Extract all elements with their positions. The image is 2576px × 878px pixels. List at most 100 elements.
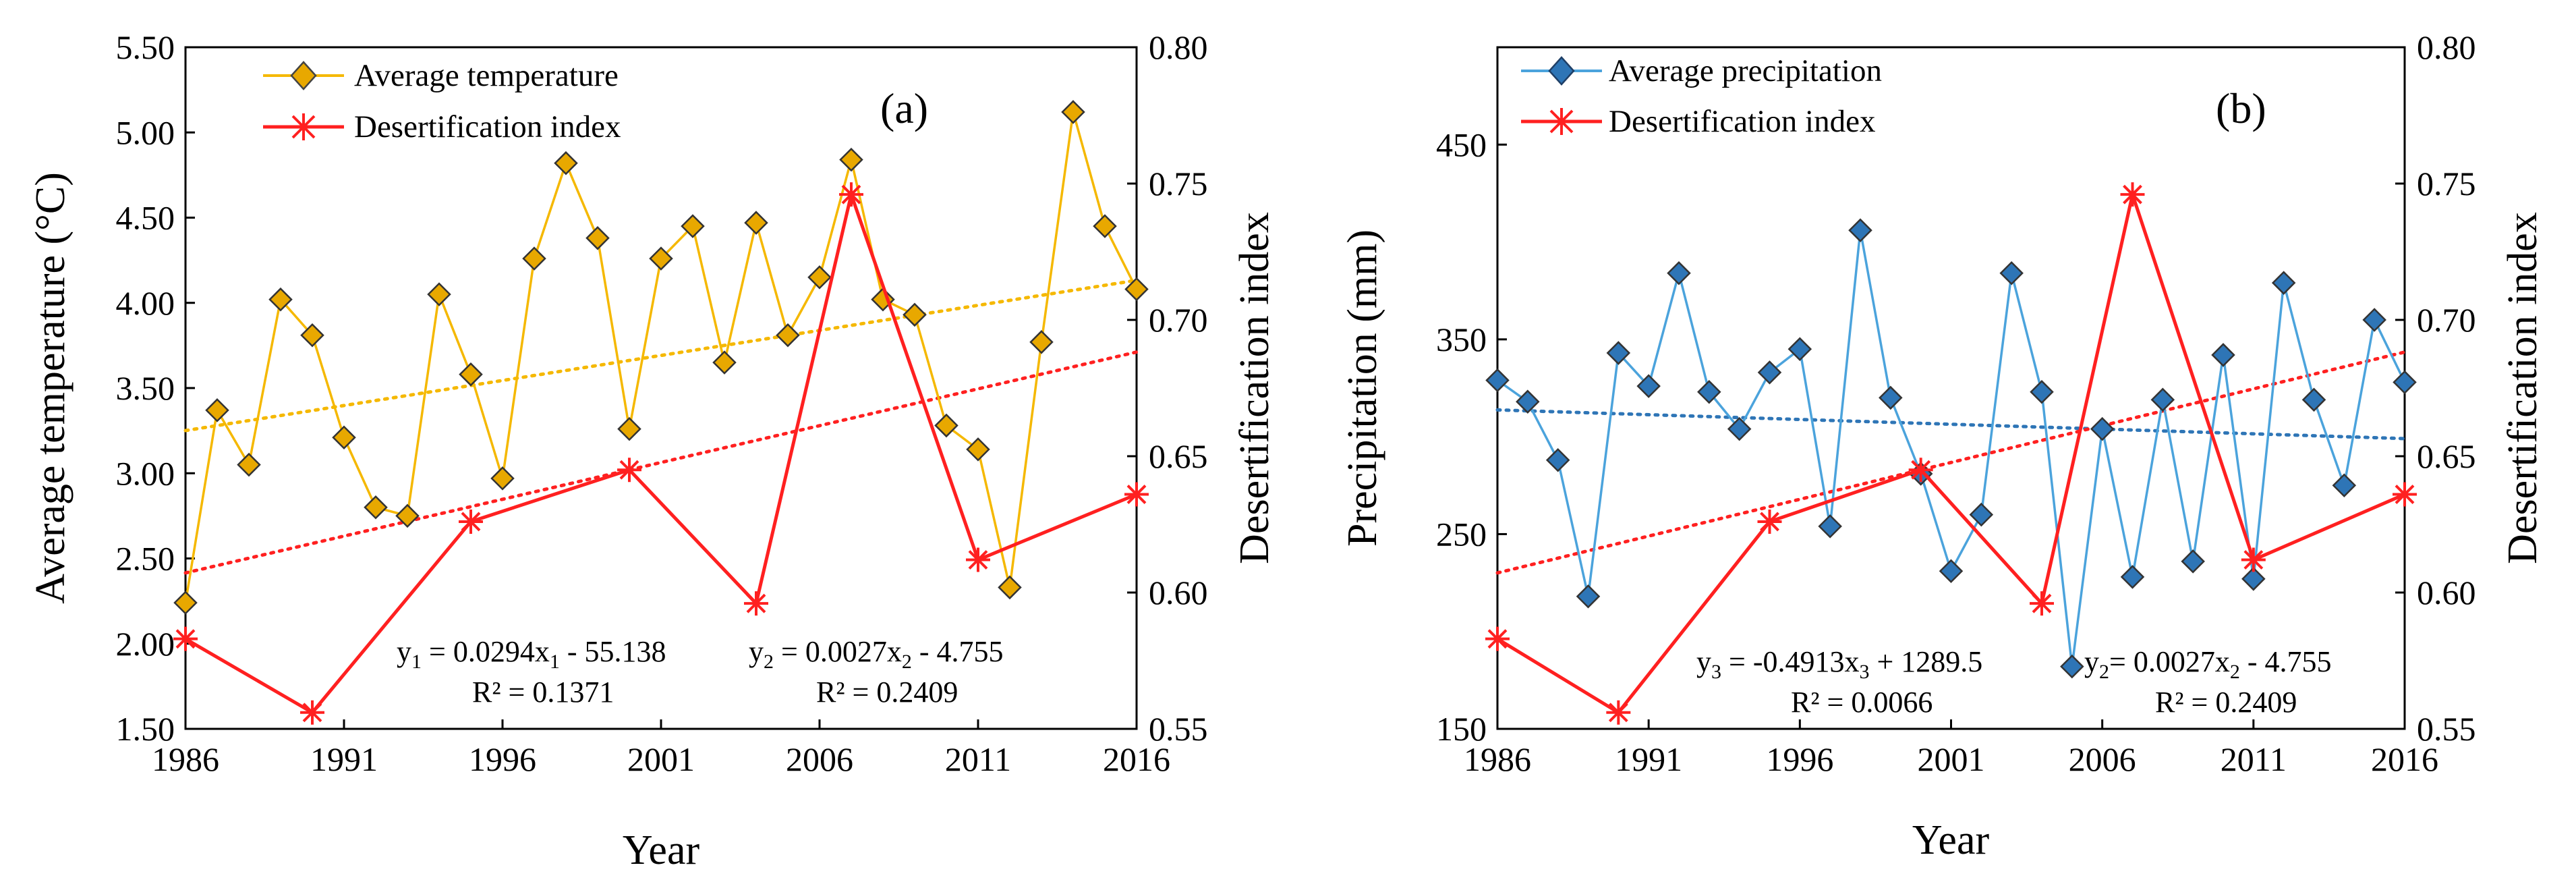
plot-frame-b — [1496, 46, 2406, 730]
x-tick-label: 1996 — [1766, 740, 1833, 778]
data-point — [839, 147, 863, 172]
series-line-1 — [184, 111, 1138, 603]
data-point — [173, 626, 198, 651]
legend-label-desertification-b: Desertification index — [1609, 104, 1875, 139]
data-point — [332, 425, 356, 449]
y2-axis-ticks-b: 0.55 0.60 0.65 0.70 0.75 0.80 — [2395, 28, 2476, 748]
data-point — [1606, 700, 1631, 725]
data-point — [1576, 584, 1601, 609]
data-point — [1606, 341, 1631, 365]
y2-tick-label: 0.55 — [2417, 710, 2476, 748]
data-point — [1969, 502, 1994, 527]
series-layer-b — [1485, 182, 2417, 725]
y2-tick-label: 0.55 — [1149, 710, 1208, 748]
data-point — [1818, 514, 1842, 539]
y-tick-label: 2.00 — [116, 625, 175, 663]
data-point — [681, 214, 705, 238]
x-tick-label: 2001 — [1918, 740, 1985, 778]
data-point — [649, 246, 673, 271]
data-point — [2030, 380, 2054, 404]
data-point — [617, 458, 641, 483]
trendlines-a — [183, 278, 1139, 575]
data-point — [998, 575, 1022, 600]
data-point — [300, 323, 324, 348]
y-axis-ticks-b: 150 250 350 450 — [1436, 126, 1507, 748]
data-point — [1697, 380, 1721, 404]
r-squared-1-a: R² = 0.1371 — [472, 676, 614, 709]
data-point — [966, 547, 990, 572]
trendline-1 — [183, 278, 1139, 433]
x-tick-label: 1986 — [1464, 740, 1531, 778]
y2-tick-label: 0.65 — [2417, 437, 2476, 475]
series-line-2 — [1496, 192, 2405, 715]
data-point — [300, 700, 324, 725]
data-point — [427, 282, 451, 306]
data-point — [712, 350, 737, 375]
data-point — [1093, 214, 1117, 238]
x-tick-label: 1991 — [1615, 740, 1682, 778]
trendline-2 — [1495, 350, 2407, 575]
y-tick-label: 3.00 — [116, 454, 175, 492]
series-layer-a — [173, 100, 1149, 725]
data-point — [2120, 182, 2145, 207]
x-tick-label: 1991 — [310, 740, 378, 778]
y2-tick-label: 0.80 — [2417, 28, 2476, 66]
chart-panel-a: 1986 1991 1996 2001 2006 2011 2016 1.50 2.00 2.5… — [28, 28, 1278, 873]
data-point — [2393, 370, 2417, 395]
y-tick-label: 250 — [1436, 515, 1487, 553]
y-axis-title-b: Precipitation (mm) — [1340, 229, 1385, 547]
legend-label-precipitation: Average precipitation — [1609, 53, 1882, 88]
r-squared-1-b: R² = 0.0066 — [1791, 686, 1933, 719]
data-point — [1516, 389, 1540, 414]
data-point — [1848, 218, 1872, 243]
x-tick-label: 2006 — [786, 740, 853, 778]
data-point — [1636, 374, 1661, 398]
series-line-2 — [184, 192, 1137, 715]
x-tick-label: 2016 — [2371, 740, 2438, 778]
y-tick-label: 4.00 — [116, 284, 175, 322]
y-tick-label: 5.00 — [116, 113, 175, 151]
x-tick-label: 2016 — [1103, 740, 1170, 778]
data-point — [807, 265, 832, 290]
equation-1-a: y1 = 0.0294x1 - 55.138 — [397, 635, 666, 673]
x-tick-label: 2011 — [945, 740, 1011, 778]
equation-annotations-b: y3 = -0.4913x3 + 1289.5 R² = 0.0066 y2= … — [1696, 645, 2331, 719]
equation-1-b: y3 = -0.4913x3 + 1289.5 — [1696, 645, 1982, 683]
panel-label-a: (a) — [880, 84, 928, 132]
legend-diamond-icon — [290, 61, 317, 90]
y2-tick-label: 0.60 — [2417, 574, 2476, 611]
series-line-1 — [1496, 229, 2406, 668]
data-point — [1999, 260, 2024, 285]
data-point — [839, 182, 863, 207]
data-point — [522, 246, 546, 271]
data-point — [2362, 308, 2386, 332]
y-axis-ticks-a: 1.50 2.00 2.50 3.00 3.50 4.00 4.50 5.00 5.50 — [116, 28, 195, 748]
x-tick-label: 2001 — [627, 740, 695, 778]
legend-a: Average temperature Desertification inde… — [263, 58, 621, 144]
y-tick-label: 5.50 — [116, 28, 175, 66]
trendline-1 — [1495, 408, 2407, 441]
y2-tick-label: 0.75 — [1149, 165, 1208, 202]
data-point — [2181, 549, 2205, 574]
data-point — [2393, 482, 2417, 507]
legend-asterisk-icon — [290, 113, 317, 140]
y-tick-label: 150 — [1436, 710, 1487, 748]
data-point — [1029, 330, 1054, 354]
data-point — [1124, 277, 1149, 302]
data-point — [1485, 626, 1510, 651]
y2-tick-label: 0.70 — [2417, 301, 2476, 339]
data-point — [1124, 482, 1149, 507]
y2-axis-title-b: Desertification index — [2500, 212, 2546, 564]
data-point — [1757, 509, 1782, 534]
equation-2-a: y2 = 0.0027x2 - 4.755 — [749, 635, 1003, 673]
y-tick-label: 2.50 — [116, 540, 175, 578]
data-point — [173, 591, 198, 615]
data-point — [1908, 458, 1933, 483]
data-point — [2241, 567, 2266, 591]
legend-diamond-icon — [1548, 56, 1575, 86]
data-point — [2030, 591, 2054, 616]
legend-asterisk-icon — [1548, 108, 1575, 135]
y-tick-label: 1.50 — [116, 710, 175, 748]
y2-tick-label: 0.75 — [2417, 165, 2476, 202]
data-point — [1545, 448, 1570, 472]
